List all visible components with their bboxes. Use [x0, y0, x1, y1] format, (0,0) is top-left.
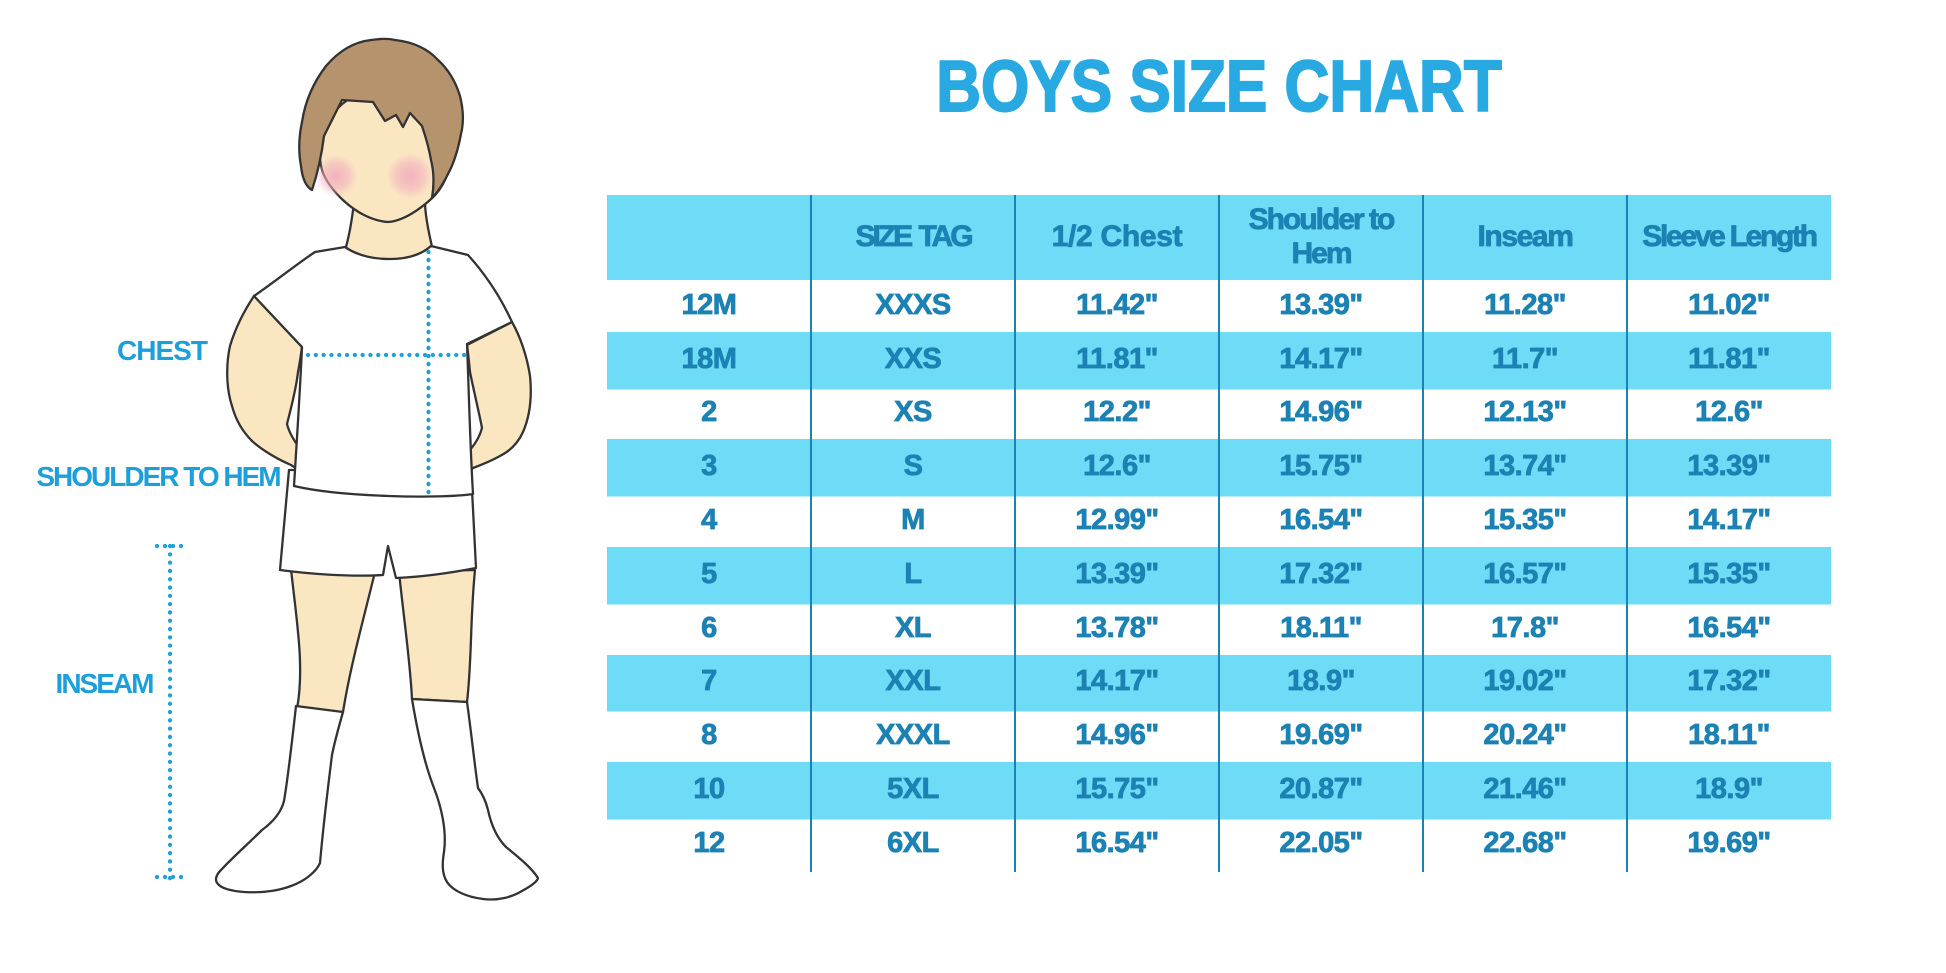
svg-text:CHEST: CHEST	[117, 335, 208, 366]
svg-text:SHOULDER TO HEM: SHOULDER TO HEM	[36, 461, 280, 492]
svg-text:INSEAM: INSEAM	[56, 668, 154, 699]
